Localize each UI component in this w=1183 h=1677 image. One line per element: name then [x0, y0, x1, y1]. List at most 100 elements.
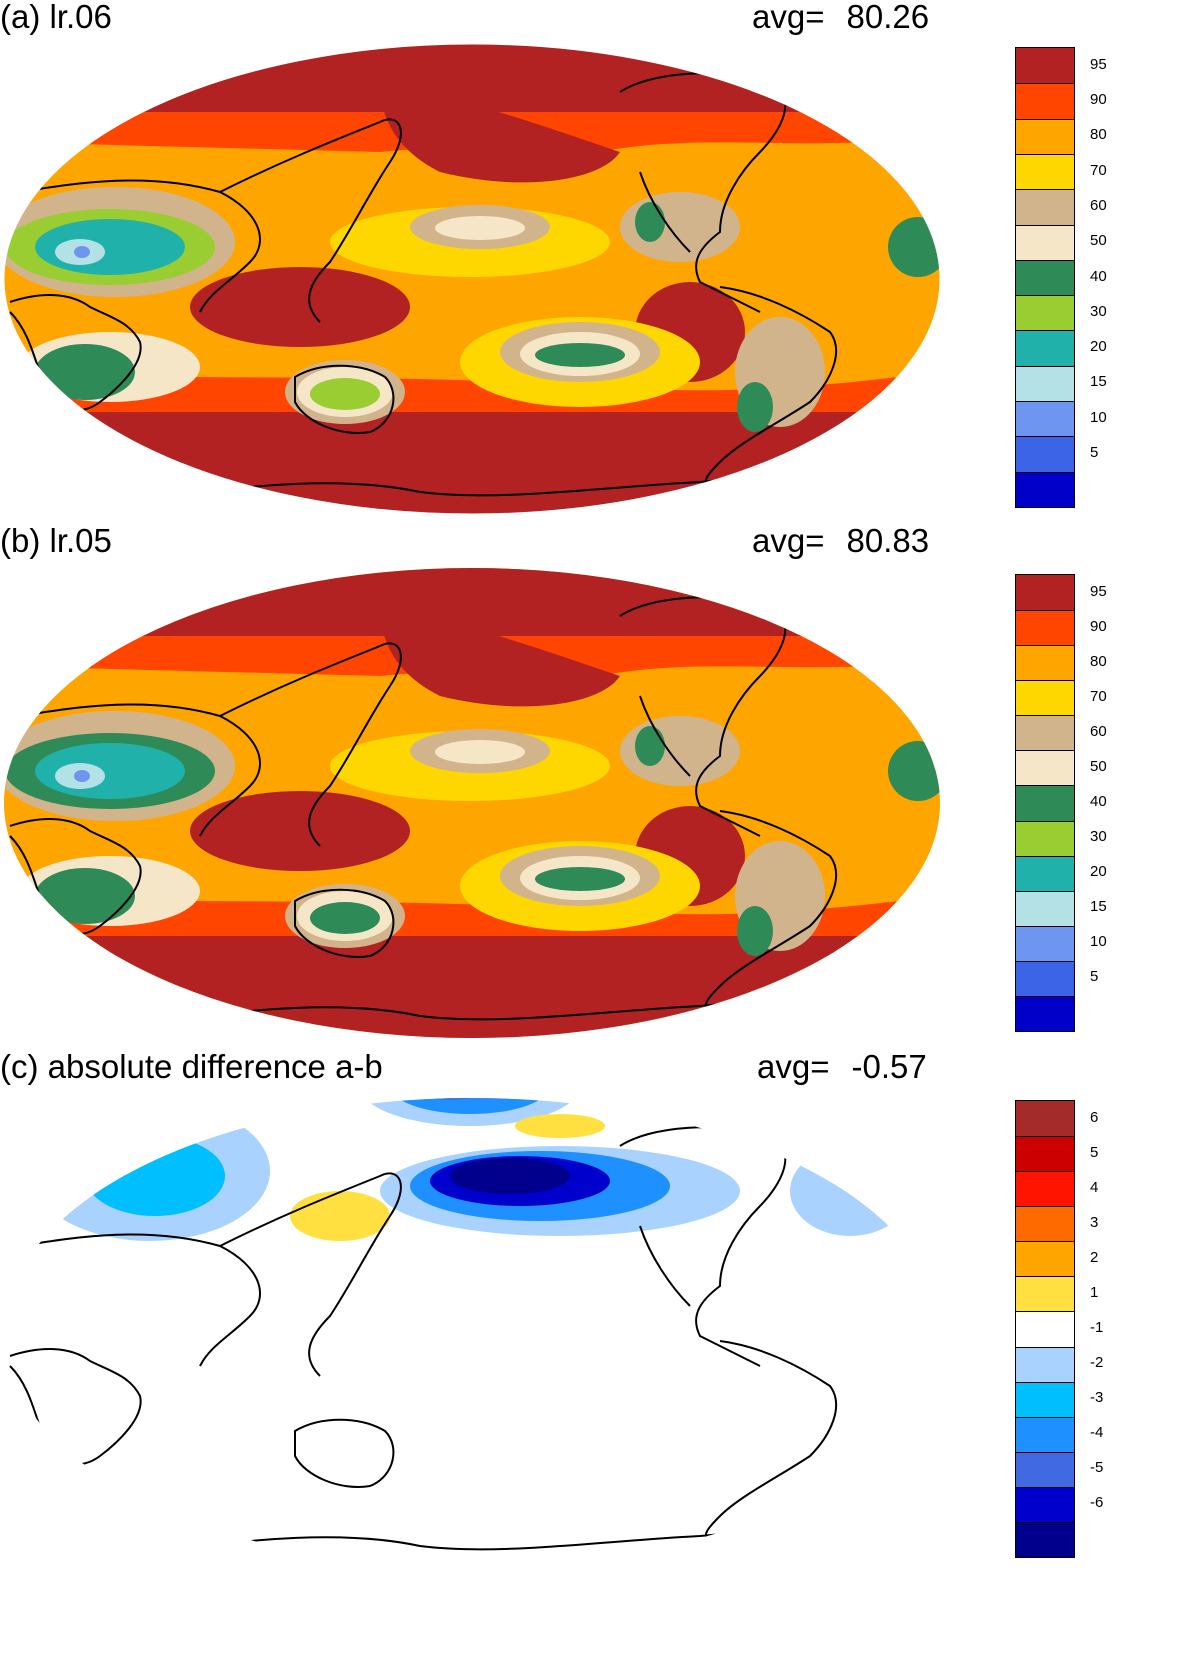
- north-america-green: [635, 726, 665, 766]
- colorbar-segment: [1016, 890, 1074, 926]
- subtropic-cream-north: [435, 740, 525, 764]
- coastline-eurasia: [19, 642, 402, 847]
- coastline-australia: [294, 364, 395, 434]
- colorbar-tick-label: 20: [1090, 863, 1107, 881]
- colorbar-segment: [1016, 645, 1074, 681]
- panel-a-avg-label: avg=: [752, 0, 825, 35]
- colorbar-separator: [1016, 1451, 1074, 1453]
- panel-a-colorbar: [1015, 47, 1075, 508]
- colorbar-segment: [1016, 785, 1074, 821]
- colorbar-separator: [1016, 295, 1074, 297]
- colorbar-separator: [1016, 785, 1074, 787]
- colorbar-segment: [1016, 1311, 1074, 1347]
- colorbar-tick-label: 3: [1090, 1213, 1099, 1231]
- colorbar-segment: [1016, 820, 1074, 856]
- colorbar-segment: [1016, 960, 1074, 996]
- colorbar-tick-label: 70: [1090, 687, 1107, 705]
- colorbar-separator: [1016, 995, 1074, 997]
- colorbar-segment: [1016, 1451, 1074, 1487]
- colorbar-tick-label: 20: [1090, 338, 1107, 356]
- colorbar-tick-label: 6: [1090, 1108, 1099, 1126]
- panel-c-colorbar: [1015, 1100, 1075, 1558]
- colorbar-separator: [1016, 1521, 1074, 1523]
- coastline-eurasia: [19, 118, 402, 323]
- panel-a-map: [3, 43, 941, 515]
- polar-north-band: [4, 568, 940, 636]
- colorbar-tick-label: 2: [1090, 1248, 1099, 1266]
- southern-africa-green: [35, 344, 135, 400]
- colorbar-separator: [1016, 855, 1074, 857]
- colorbar-separator: [1016, 1276, 1074, 1278]
- colorbar-tick-label: 60: [1090, 196, 1107, 214]
- colorbar-segment: [1016, 436, 1074, 472]
- coastline-eurasia: [19, 1172, 402, 1377]
- colorbar-separator: [1016, 401, 1074, 403]
- colorbar-segment: [1016, 1521, 1074, 1557]
- colorbar-segment: [1016, 259, 1074, 296]
- colorbar-separator: [1016, 224, 1074, 226]
- colorbar-segment: [1016, 1486, 1074, 1522]
- colorbar-tick-label: -4: [1090, 1424, 1104, 1442]
- colorbar-tick-label: 60: [1090, 722, 1107, 740]
- colorbar-segment: [1016, 750, 1074, 786]
- colorbar-segment: [1016, 680, 1074, 716]
- colorbar-segment: [1016, 1171, 1074, 1207]
- tropical-maximum-west: [190, 267, 410, 347]
- colorbar-tick-label: 30: [1090, 302, 1107, 320]
- subtropic-green-south: [535, 343, 625, 367]
- south-atlantic-light: [790, 1146, 910, 1236]
- colorbar-tick-label: 95: [1090, 55, 1107, 73]
- colorbar-separator: [1016, 83, 1074, 85]
- north-america-green: [635, 202, 665, 242]
- panel-a-avg-value: 80.26: [846, 0, 930, 35]
- colorbar-separator: [1016, 610, 1074, 612]
- colorbar-tick-label: -3: [1090, 1389, 1104, 1407]
- panel-a-average: avg= 80.26: [752, 0, 929, 33]
- colorbar-tick-label: 4: [1090, 1178, 1099, 1196]
- australia-green: [310, 378, 380, 410]
- colorbar-separator: [1016, 436, 1074, 438]
- australia-green: [310, 902, 380, 934]
- colorbar-segment: [1016, 401, 1074, 437]
- colorbar-separator: [1016, 189, 1074, 191]
- colorbar-tick-label: 70: [1090, 161, 1107, 179]
- south-america-green: [737, 382, 773, 432]
- tropical-maximum-west: [190, 791, 410, 871]
- caribbean-blue: [680, 1098, 790, 1106]
- north-pacific-maximum: [380, 606, 620, 707]
- panel-b-colorbar: [1015, 574, 1075, 1032]
- polar-south-band: [4, 936, 940, 1038]
- colorbar-tick-label: -5: [1090, 1459, 1104, 1477]
- colorbar-tick-label: 5: [1090, 1143, 1099, 1161]
- panel-c-avg-label: avg=: [757, 1048, 830, 1085]
- sahara-blue: [74, 246, 90, 258]
- colorbar-segment: [1016, 1136, 1074, 1172]
- colorbar-segment: [1016, 1276, 1074, 1312]
- colorbar-separator: [1016, 1416, 1074, 1418]
- colorbar-segment: [1016, 118, 1074, 154]
- colorbar-separator: [1016, 259, 1074, 261]
- colorbar-tick-label: 50: [1090, 232, 1107, 250]
- colorbar-tick-label: 90: [1090, 90, 1107, 108]
- colorbar-tick-label: 10: [1090, 933, 1107, 951]
- colorbar-segment: [1016, 48, 1074, 84]
- colorbar-tick-label: 90: [1090, 617, 1107, 635]
- colorbar-tick-label: 40: [1090, 267, 1107, 285]
- colorbar-segment: [1016, 83, 1074, 119]
- colorbar-tick-label: 80: [1090, 126, 1107, 144]
- colorbar-segment: [1016, 855, 1074, 891]
- colorbar-separator: [1016, 330, 1074, 332]
- colorbar-tick-label: 15: [1090, 373, 1107, 391]
- colorbar-separator: [1016, 118, 1074, 120]
- coastline-australia: [294, 888, 395, 958]
- colorbar-segment: [1016, 295, 1074, 331]
- colorbar-tick-label: 80: [1090, 652, 1107, 670]
- colorbar-separator: [1016, 715, 1074, 717]
- colorbar-segment: [1016, 575, 1074, 611]
- panel-a-title: (a) lr.06: [0, 0, 112, 35]
- pacific-north-blue: [390, 1098, 550, 1114]
- colorbar-separator: [1016, 365, 1074, 367]
- map-outline: [3, 43, 941, 515]
- panel-b-title: (b) lr.05: [0, 522, 112, 559]
- colorbar-tick-label: 5: [1090, 444, 1099, 462]
